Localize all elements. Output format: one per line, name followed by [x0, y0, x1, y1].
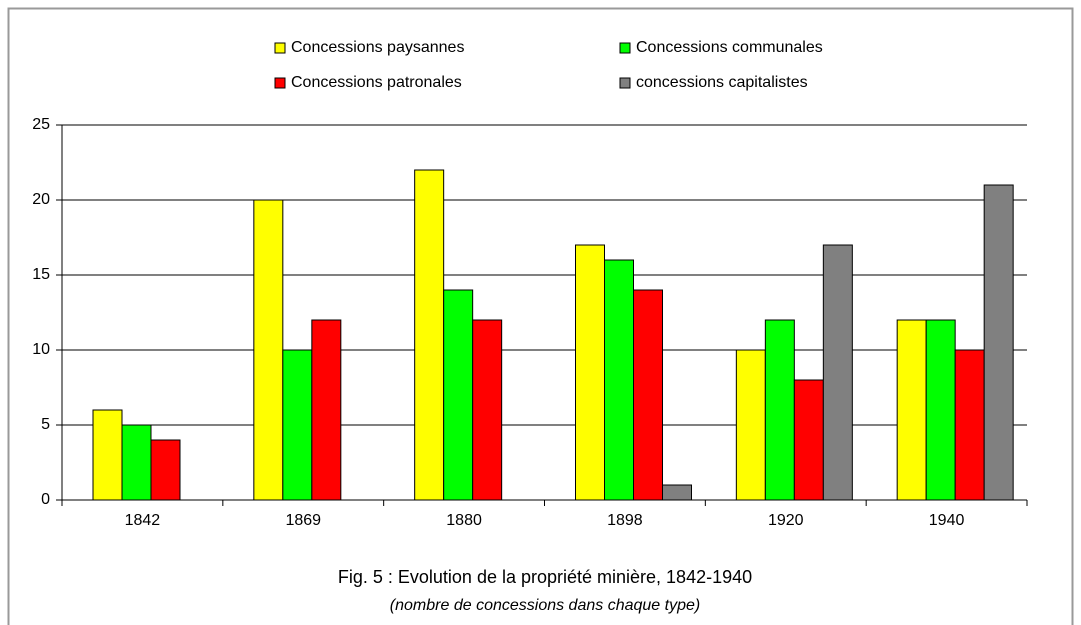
y-tick-label: 0 [41, 491, 50, 508]
legend-swatch [274, 42, 286, 54]
legend-swatch [274, 77, 286, 89]
legend-label: Concessions patronales [291, 74, 462, 91]
x-tick-label: 1869 [285, 512, 321, 529]
bar [253, 199, 284, 501]
bar [150, 439, 181, 501]
x-tick-label: 1940 [929, 512, 965, 529]
y-tick-label: 10 [32, 341, 50, 358]
bar [662, 484, 692, 501]
bar [925, 319, 956, 501]
bar [575, 244, 605, 501]
bar [793, 379, 824, 501]
y-tick-label: 20 [32, 191, 50, 208]
x-tick-label: 1898 [607, 512, 643, 529]
bar [604, 259, 634, 501]
chart-subtitle: (nombre de concessions dans chaque type) [390, 597, 700, 614]
x-tick-label: 1880 [446, 512, 482, 529]
bar [472, 319, 503, 501]
bar [311, 319, 342, 501]
bar [896, 319, 927, 501]
bar [282, 349, 313, 501]
bar [633, 289, 663, 501]
legend-label: concessions capitalistes [636, 74, 808, 91]
chart-title: Fig. 5 : Evolution de la propriété miniè… [338, 567, 752, 587]
frame [7, 7, 1074, 625]
legend-label: Concessions paysannes [291, 39, 464, 56]
x-tick-label: 1920 [768, 512, 804, 529]
bar [443, 289, 474, 501]
bar [954, 349, 985, 501]
legend-swatch [619, 77, 631, 89]
legend-swatch [619, 42, 631, 54]
bar [414, 169, 445, 501]
y-tick-label: 5 [41, 416, 50, 433]
bar [822, 244, 853, 501]
y-tick-label: 15 [32, 266, 50, 283]
bar [92, 409, 123, 501]
x-tick-label: 1842 [125, 512, 161, 529]
y-tick-label: 25 [32, 116, 50, 133]
bar [764, 319, 795, 501]
legend-label: Concessions communales [636, 39, 823, 56]
bar [121, 424, 152, 501]
bar [735, 349, 766, 501]
bar [983, 184, 1014, 501]
